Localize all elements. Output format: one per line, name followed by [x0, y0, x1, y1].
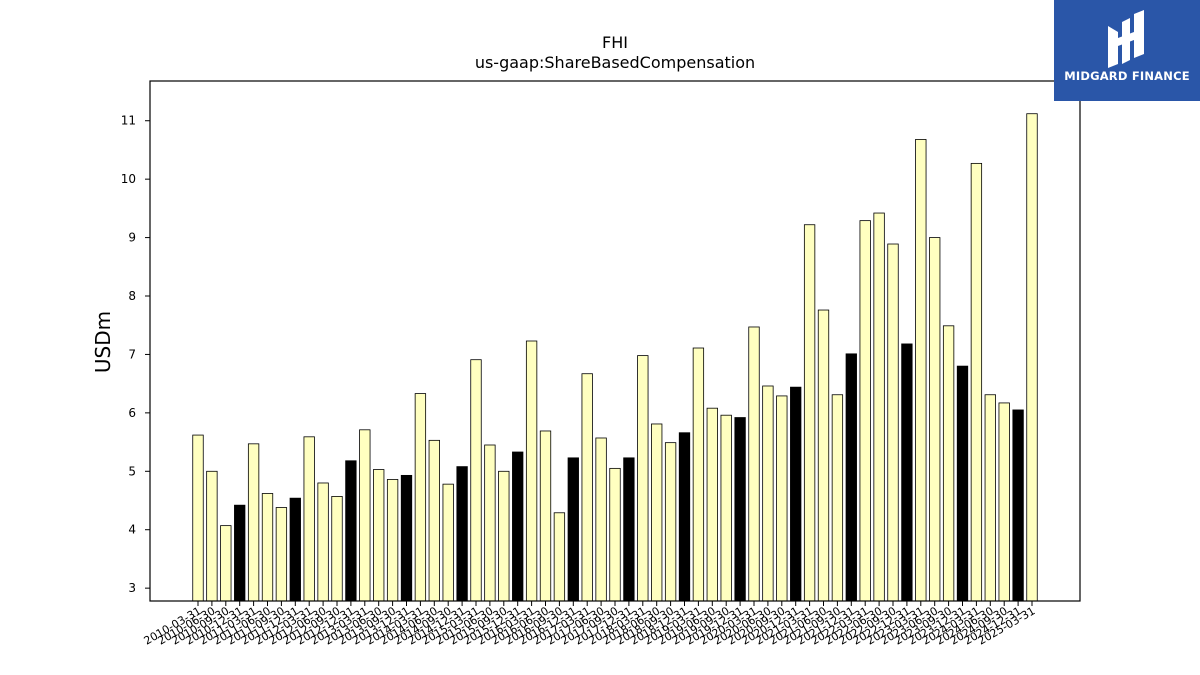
y-axis: 3 4 5 6 7 8 9 10 11: [121, 114, 150, 595]
y-tick-label: 3: [128, 581, 136, 595]
bar: [428, 439, 440, 602]
bar: [247, 443, 260, 602]
y-tick-label: 9: [128, 231, 136, 245]
bar: [400, 474, 413, 602]
y-axis-label: USDm: [91, 311, 115, 373]
chart-title: FHI: [602, 33, 628, 52]
bar: [929, 237, 941, 602]
bar: [984, 394, 996, 602]
bar: [706, 407, 718, 602]
bars-group: [192, 113, 1038, 602]
bar: [456, 466, 468, 602]
y-tick-label: 7: [128, 347, 136, 361]
bar: [887, 243, 899, 602]
bar: [873, 212, 885, 602]
bar: [609, 467, 621, 602]
y-tick-label: 4: [128, 523, 136, 537]
bar: [831, 394, 844, 602]
bar: [942, 325, 955, 602]
bar: [748, 326, 760, 602]
bar: [373, 469, 385, 602]
bar: [678, 432, 691, 602]
bar: [220, 525, 232, 602]
bar: [762, 385, 774, 602]
bar: [1026, 113, 1038, 602]
bar: [289, 497, 301, 602]
bar: [261, 493, 274, 602]
bar: [956, 365, 969, 602]
bar: [553, 512, 566, 602]
bar: [359, 429, 371, 602]
bar: [498, 470, 510, 602]
bar: [734, 417, 746, 602]
bar: [692, 347, 705, 602]
bar: [275, 507, 288, 602]
bar: [539, 430, 552, 602]
bar: [470, 359, 482, 602]
bar: [998, 402, 1010, 602]
bar: [525, 340, 538, 602]
bar: [303, 436, 315, 602]
y-tick-label: 10: [121, 172, 136, 186]
bar: [581, 373, 593, 602]
bar: [192, 434, 204, 602]
plot-frame: [149, 80, 1081, 602]
bar: [317, 482, 329, 602]
bar: [845, 353, 857, 602]
bar: [595, 437, 607, 602]
bar: [651, 423, 663, 602]
bar: [331, 496, 343, 602]
bar: [790, 386, 802, 602]
logo-mark-icon: [1108, 10, 1144, 68]
bar: [817, 309, 830, 602]
bar: [234, 504, 246, 602]
y-tick-label: 11: [121, 114, 136, 128]
bar: [803, 224, 816, 602]
y-tick-label: 6: [128, 406, 136, 420]
bar: [776, 395, 788, 602]
midgard-finance-logo: MIDGARD FINANCE: [1054, 0, 1200, 101]
bar: [859, 220, 871, 602]
bar: [512, 451, 524, 602]
bar: [623, 457, 635, 602]
y-tick-label: 8: [128, 289, 136, 303]
bar: [970, 162, 983, 602]
chart-subtitle: us-gaap:ShareBasedCompensation: [475, 53, 755, 72]
bar: [206, 470, 218, 602]
x-axis: 2010-03-312010-06-302010-09-302010-12-31…: [142, 601, 1038, 648]
bar: [901, 343, 913, 602]
bar: [915, 139, 927, 602]
bar: [567, 457, 579, 602]
bar: [720, 414, 732, 602]
bar: [664, 442, 677, 602]
bar: [386, 479, 399, 602]
bar: [484, 444, 496, 602]
logo-text: MIDGARD FINANCE: [1064, 69, 1190, 83]
bar: [345, 460, 357, 602]
bar: [1012, 409, 1024, 602]
bar: [442, 483, 454, 602]
y-tick-label: 5: [128, 464, 136, 478]
bar: [637, 355, 649, 602]
bar: [414, 393, 427, 602]
